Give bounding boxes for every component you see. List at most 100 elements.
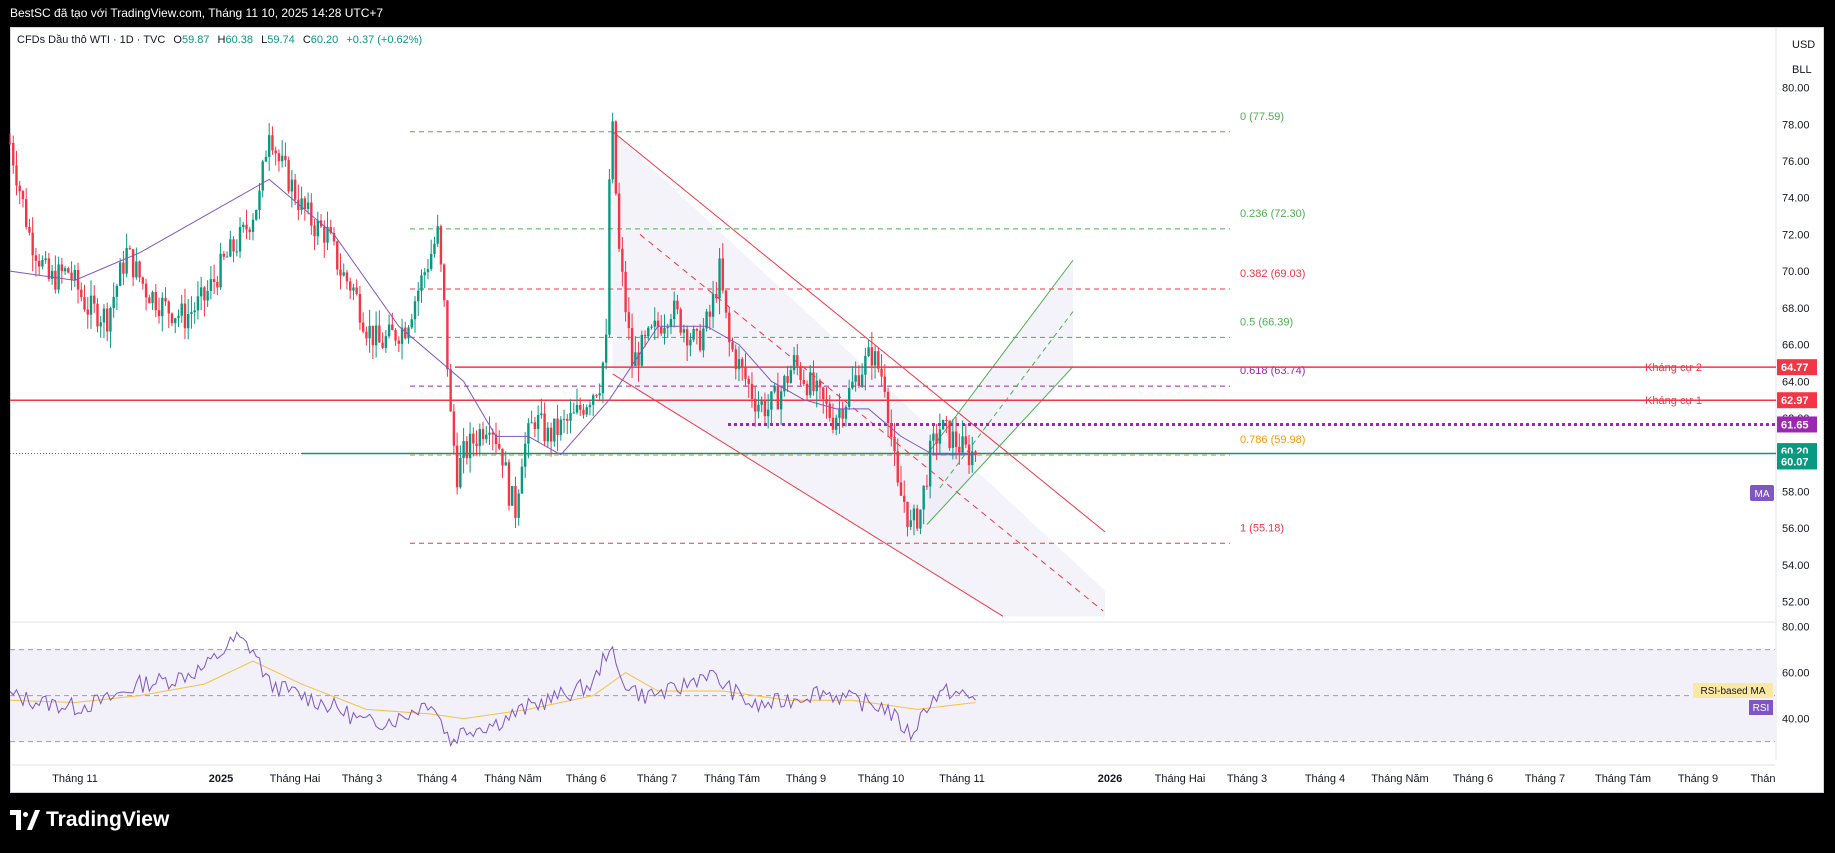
price-tick-label: 58.00 [1782, 486, 1810, 498]
candle-body [546, 427, 550, 442]
candle-body [300, 198, 303, 211]
ohlc-legend: CFDs Dầu thô WTI · 1D · TVC O59.87 H60.3… [17, 34, 422, 46]
rsi-tick-label: 80.00 [1782, 622, 1810, 634]
candle-body [255, 210, 258, 220]
candle-body [209, 279, 213, 291]
high-label: H [217, 34, 226, 46]
candle-body [397, 340, 400, 344]
time-tick-label: Thán [1750, 773, 1775, 785]
up-channel-lower-line [926, 366, 1074, 525]
candle-body [332, 232, 336, 242]
open-value: 59.87 [181, 34, 210, 46]
candle-body [624, 271, 627, 313]
candle-body [643, 334, 647, 337]
candle-body [238, 227, 242, 252]
candle-body [21, 191, 25, 200]
candle-body [154, 291, 157, 311]
candle-body [76, 270, 80, 290]
candle-body [909, 520, 912, 527]
candle-body [893, 437, 896, 452]
candle-body [352, 287, 355, 291]
candle-body [844, 407, 848, 419]
time-tick-label: Tháng 10 [858, 773, 904, 785]
candle-body [666, 327, 669, 329]
candle-body [423, 272, 426, 276]
candle-body [919, 509, 922, 529]
candle-body [734, 349, 737, 369]
candle-body [741, 359, 744, 367]
candle-body [170, 313, 174, 324]
candle-body [653, 320, 656, 327]
candle-body [277, 153, 281, 162]
candle-body [676, 300, 679, 310]
candle-body [925, 485, 929, 487]
candle-body [442, 264, 446, 301]
candle-body [391, 324, 394, 331]
candle-body [647, 327, 650, 337]
candle-body [501, 448, 504, 466]
candle-body [595, 395, 598, 397]
candle-body [70, 272, 73, 280]
candle-body [815, 380, 818, 392]
candle-body [109, 308, 112, 332]
candle-body [28, 226, 31, 233]
rsi-tag-text: RSI [1753, 703, 1770, 714]
candle-body [297, 199, 300, 211]
candle-body [452, 411, 456, 446]
time-tick-label: Tháng 3 [342, 773, 382, 785]
candle-body [630, 328, 634, 366]
price-tag-text: 60.07 [1781, 456, 1809, 468]
candle-body [572, 412, 575, 414]
price-tick-label: 72.00 [1782, 229, 1810, 241]
candle-body [44, 258, 47, 260]
price-chart[interactable]: 0 (77.59) 0.236 (72.30) 0.382 (69.03) 0.5 (… [0, 0, 1835, 793]
time-tick-label: Tháng 7 [1525, 773, 1565, 785]
candle-body [799, 366, 802, 380]
candle-body [384, 336, 388, 348]
candle-body [349, 281, 352, 291]
candle-body [974, 451, 977, 456]
candle-body [708, 311, 712, 317]
candle-body [935, 433, 938, 444]
candle-body [225, 256, 229, 258]
price-tick-label: 64.00 [1782, 376, 1810, 388]
candle-body [271, 135, 274, 151]
candle-body [303, 198, 307, 209]
candle-body [80, 289, 83, 298]
candle-body [536, 415, 540, 429]
candle-body [660, 327, 663, 334]
candle-body [293, 179, 297, 200]
candle-body [906, 501, 909, 527]
candle-body [284, 155, 287, 161]
candle-body [365, 331, 368, 339]
unit-label: BLL [1792, 64, 1812, 76]
candle-body [617, 193, 621, 249]
candle-body [280, 155, 284, 162]
candle-body [527, 423, 530, 444]
candle-body [268, 135, 271, 157]
candle-body [669, 319, 673, 328]
candle-body [637, 352, 640, 366]
candle-body [556, 418, 559, 435]
candle-body [157, 310, 161, 317]
candle-body [880, 368, 883, 377]
candle-body [112, 296, 115, 309]
time-tick-label: Tháng 9 [1678, 773, 1718, 785]
candle-body [481, 429, 485, 440]
candle-body [695, 329, 699, 331]
candle-body [47, 258, 51, 279]
candle-body [786, 376, 789, 383]
price-tag [1777, 453, 1817, 470]
candle-body [459, 458, 462, 488]
price-tag-text: 62.97 [1781, 395, 1809, 407]
fib-level-label: 0 (77.59) [1240, 111, 1284, 123]
candle-body [235, 251, 238, 253]
candle-body [773, 385, 776, 392]
candle-body [433, 243, 436, 254]
candle-body [540, 413, 543, 416]
candle-body [579, 404, 582, 410]
candle-body [958, 446, 961, 453]
candle-body [206, 290, 209, 301]
candle-body [413, 301, 417, 320]
candle-body [193, 310, 196, 313]
